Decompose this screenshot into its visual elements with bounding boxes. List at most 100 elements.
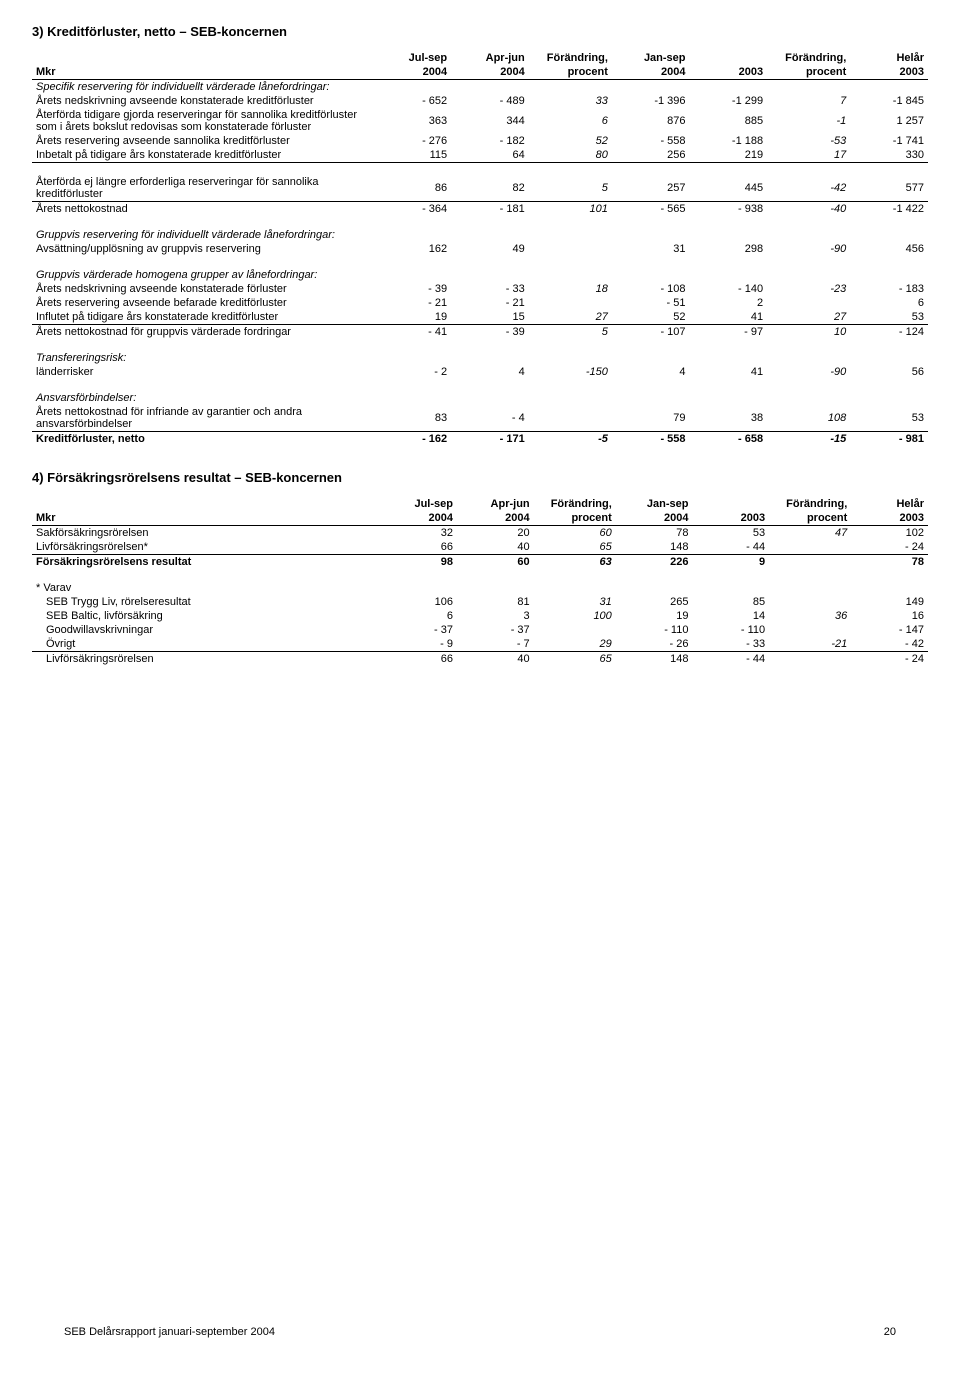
cell: -1 396 (612, 94, 690, 108)
cell: -1 741 (850, 134, 928, 148)
cell: 6 (529, 108, 612, 134)
row-label: Kreditförluster, netto (32, 432, 374, 447)
cell: 219 (690, 148, 768, 163)
cell: 10 (767, 325, 850, 340)
cell: 81 (457, 595, 534, 609)
cell: - 364 (374, 202, 452, 217)
cell: 86 (374, 175, 452, 202)
cell: - 21 (374, 296, 452, 310)
cell: 66 (380, 652, 457, 667)
cell: 5 (529, 175, 612, 202)
group-heading: Specifik reservering för individuellt vä… (32, 80, 928, 95)
cell: - 183 (850, 282, 928, 296)
table-row: Återförda tidigare gjorda reserveringar … (32, 108, 928, 134)
cell: - 97 (690, 325, 768, 340)
cell: - 558 (612, 134, 690, 148)
group-heading: Gruppvis värderade homogena grupper av l… (32, 268, 928, 282)
row-label: Årets nedskrivning avseende konstaterade… (32, 282, 374, 296)
cell: 85 (692, 595, 769, 609)
cell: 19 (616, 609, 693, 623)
table-row: SEB Baltic, livförsäkring6310019143616 (32, 609, 928, 623)
cell: 102 (851, 526, 928, 541)
cell: 40 (457, 652, 534, 667)
cell: - 24 (851, 652, 928, 667)
cell: 52 (612, 310, 690, 325)
cell: - 182 (451, 134, 529, 148)
table-header-top: Jul-sep Apr-jun Förändring, Jan-sep Förä… (32, 51, 928, 65)
table-header-top: Jul-sep Apr-jun Förändring, Jan-sep Förä… (32, 497, 928, 511)
cell: 256 (612, 148, 690, 163)
cell: - 44 (692, 652, 769, 667)
cell: 36 (769, 609, 851, 623)
row-label: länderrisker (32, 365, 374, 379)
cell: 5 (529, 325, 612, 340)
cell: - 2 (374, 365, 452, 379)
cell (769, 652, 851, 667)
cell: 60 (534, 526, 616, 541)
row-label: Influtet på tidigare års konstaterade kr… (32, 310, 374, 325)
cell: 1 257 (850, 108, 928, 134)
cell: - 37 (380, 623, 457, 637)
cell: 78 (851, 555, 928, 570)
row-label: SEB Baltic, livförsäkring (32, 609, 380, 623)
cell: - 110 (692, 623, 769, 637)
cell: -90 (767, 242, 850, 256)
table-row: Årets reservering avseende sannolika kre… (32, 134, 928, 148)
cell: 98 (380, 555, 457, 570)
cell: -1 845 (850, 94, 928, 108)
cell: - 276 (374, 134, 452, 148)
cell: 56 (850, 365, 928, 379)
cell: 27 (767, 310, 850, 325)
varav-heading: * Varav (32, 581, 928, 595)
row-label: Goodwillavskrivningar (32, 623, 380, 637)
cell: 226 (616, 555, 693, 570)
table-row: länderrisker- 24-150441-9056 (32, 365, 928, 379)
cell: 149 (851, 595, 928, 609)
row-label: SEB Trygg Liv, rörelseresultat (32, 595, 380, 609)
group-heading-label: Transfereringsrisk: (32, 351, 928, 365)
cell: -23 (767, 282, 850, 296)
table-header-bottom: Mkr 2004 2004 procent 2004 2003 procent … (32, 65, 928, 80)
cell: 80 (529, 148, 612, 163)
cell: 14 (692, 609, 769, 623)
row-label: Försäkringsrörelsens resultat (32, 555, 380, 570)
cell: - 558 (612, 432, 690, 447)
cell: - 652 (374, 94, 452, 108)
cell: 363 (374, 108, 452, 134)
cell: 330 (850, 148, 928, 163)
group-heading: Gruppvis reservering för individuellt vä… (32, 228, 928, 242)
cell: 876 (612, 108, 690, 134)
table-row: Livförsäkringsrörelsen*664065148- 44- 24 (32, 540, 928, 555)
cell: 27 (529, 310, 612, 325)
cell: - 110 (616, 623, 693, 637)
cell: - 33 (692, 637, 769, 652)
table-row: Kreditförluster, netto- 162- 171-5- 558-… (32, 432, 928, 447)
cell: 16 (851, 609, 928, 623)
cell: - 37 (457, 623, 534, 637)
cell: 31 (612, 242, 690, 256)
row-label: Årets reservering avseende sannolika kre… (32, 134, 374, 148)
cell: - 51 (612, 296, 690, 310)
group-heading: Transfereringsrisk: (32, 351, 928, 365)
cell: - 41 (374, 325, 452, 340)
row-label: Årets nettokostnad för infriande av gara… (32, 405, 374, 432)
row-label: Återförda ej längre erforderliga reserve… (32, 175, 374, 202)
cell: 100 (534, 609, 616, 623)
cell: - 107 (612, 325, 690, 340)
row-label: Årets nettokostnad för gruppvis värderad… (32, 325, 374, 340)
cell: 38 (690, 405, 768, 432)
cell: 148 (616, 652, 693, 667)
cell: -150 (529, 365, 612, 379)
page-footer: SEB Delårsrapport januari-september 2004… (64, 1326, 896, 1338)
cell: - 147 (851, 623, 928, 637)
section4-title: 4) Försäkringsrörelsens resultat – SEB-k… (32, 470, 928, 485)
cell: -1 188 (690, 134, 768, 148)
cell: 20 (457, 526, 534, 541)
cell: -21 (769, 637, 851, 652)
cell: - 181 (451, 202, 529, 217)
cell: - 658 (690, 432, 768, 447)
cell: - 162 (374, 432, 452, 447)
cell: - 9 (380, 637, 457, 652)
table-row: Livförsäkringsrörelsen664065148- 44- 24 (32, 652, 928, 667)
table-row: Återförda ej längre erforderliga reserve… (32, 175, 928, 202)
